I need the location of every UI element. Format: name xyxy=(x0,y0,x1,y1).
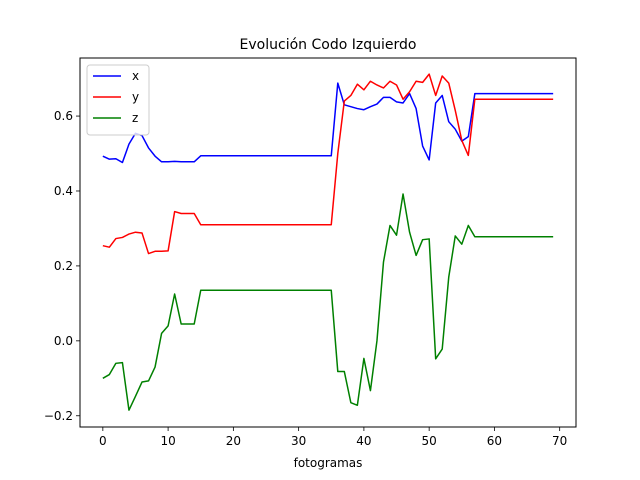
x-tick-label: 0 xyxy=(99,434,107,448)
x-tick-label: 60 xyxy=(487,434,502,448)
legend-label-x: x xyxy=(132,69,139,83)
x-tick-label: 50 xyxy=(422,434,437,448)
plot-area xyxy=(80,58,576,427)
series-layer xyxy=(102,73,554,411)
legend: xyz xyxy=(86,64,150,136)
y-tick-label: −0.2 xyxy=(44,409,73,423)
y-tick-label: 0.0 xyxy=(54,334,73,348)
y-tick-label: 0.4 xyxy=(54,184,73,198)
legend-label-y: y xyxy=(132,90,139,104)
x-tick-label: 70 xyxy=(552,434,567,448)
series-line-y xyxy=(102,73,554,255)
x-tick-label: 40 xyxy=(356,434,371,448)
y-tick-label: 0.6 xyxy=(54,109,73,123)
legend-label-z: z xyxy=(132,111,138,125)
x-tick-label: 20 xyxy=(226,434,241,448)
x-tick-label: 10 xyxy=(160,434,175,448)
y-tick-label: 0.2 xyxy=(54,259,73,273)
plot-frame xyxy=(79,57,577,428)
chart-title: Evolución Codo Izquierdo xyxy=(240,37,417,53)
series-line-x xyxy=(102,82,554,164)
x-axis-label: fotogramas xyxy=(294,456,363,470)
series-line-z xyxy=(102,193,554,411)
axes-layer: 0 10 20 30 40 50 60 70 −0.2 0.0 0.2 0.4 0.6 xyxy=(44,109,567,448)
x-tick-label: 30 xyxy=(291,434,306,448)
